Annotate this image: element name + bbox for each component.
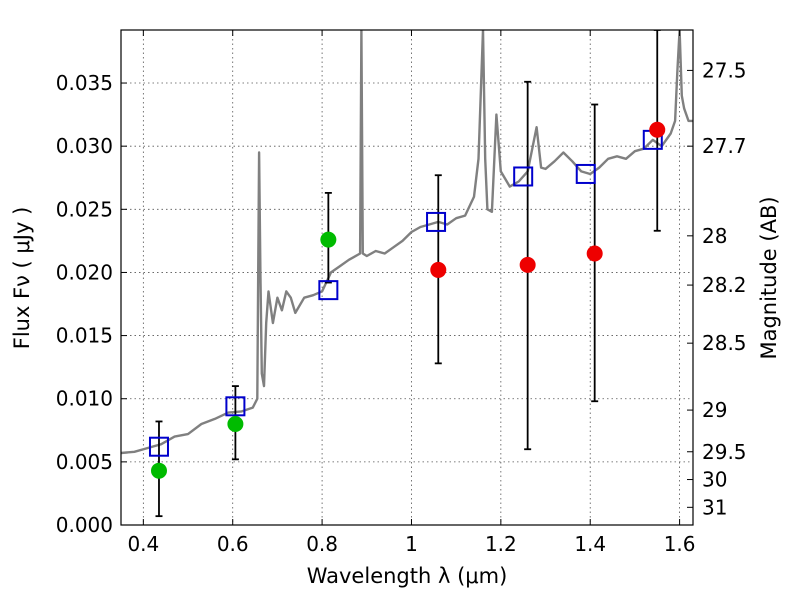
- y-tick-label: 0.000: [56, 513, 113, 537]
- y2-tick-label: 30: [702, 468, 727, 492]
- x-tick-label: 1: [405, 532, 418, 556]
- data-layer: [121, 30, 693, 518]
- x-tick-label: 0.8: [306, 532, 338, 556]
- x-tick-label: 1.4: [574, 532, 606, 556]
- grid-layer: [121, 30, 693, 526]
- model-square-point: [426, 211, 447, 232]
- y-tick-label: 0.025: [56, 197, 113, 221]
- x-tick-label: 1.2: [485, 532, 517, 556]
- y2-tick-label: 29: [702, 398, 727, 422]
- y2-tick-label: 29.5: [702, 440, 747, 464]
- y-tick-label: 0.030: [56, 134, 113, 158]
- y-tick-label: 0.035: [56, 71, 113, 95]
- x-tick-label: 0.4: [127, 532, 159, 556]
- plot-background: [121, 30, 693, 525]
- x-tick-label: 0.6: [217, 532, 249, 556]
- green-data-point: [150, 462, 167, 479]
- y-tick-label: 0.005: [56, 450, 113, 474]
- green-data-point: [320, 231, 337, 248]
- red-data-point: [649, 121, 666, 138]
- y2-tick-label: 28: [702, 224, 727, 248]
- y2-tick-label: 28.2: [702, 273, 747, 297]
- y-tick-label: 0.015: [56, 324, 113, 348]
- model-square-point: [148, 436, 169, 457]
- y-tick-label: 0.020: [56, 260, 113, 284]
- red-data-point: [430, 261, 447, 278]
- model-spectrum-line: [121, 30, 693, 455]
- axis-layer: 0.4 0.6 0.8 1 1.2 1.4 1.6 0.000 0.005 0.010 0.015 0…: [56, 30, 747, 556]
- y2-tick-label: 31: [702, 495, 727, 519]
- plot-frame: [120, 29, 694, 526]
- y2-axis-label: Magnitude (AB): [757, 196, 781, 359]
- y2-tick-label: 27.7: [702, 134, 747, 158]
- green-data-point: [227, 415, 244, 432]
- red-data-point: [586, 245, 603, 262]
- y-tick-label: 0.010: [56, 387, 113, 411]
- model-square-point: [318, 280, 339, 301]
- y2-tick-label: 28.5: [702, 331, 747, 355]
- y2-tick-label: 27.5: [702, 58, 747, 82]
- red-data-point: [519, 256, 536, 273]
- x-tick-label: 1.6: [664, 532, 696, 556]
- y-axis-label: Flux Fν ( μJy ): [10, 207, 34, 350]
- model-square-point: [575, 163, 596, 184]
- model-square-point: [225, 396, 246, 417]
- x-axis-label: Wavelength λ (μm): [307, 564, 508, 588]
- model-square-point: [513, 166, 534, 187]
